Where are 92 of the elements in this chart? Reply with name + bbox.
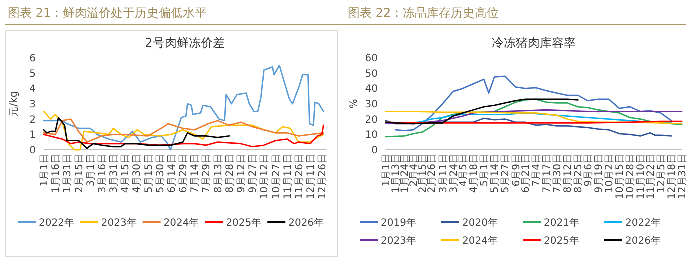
x-tick-label: 7月29日 xyxy=(202,154,213,194)
x-tick-label: 10月27日 xyxy=(271,154,282,200)
x-tick-label: 6月14日 xyxy=(166,154,178,194)
x-tick-label: 10月12日 xyxy=(260,154,271,200)
x-tick-label: 9月19日 xyxy=(594,154,605,194)
chart-title: 图表 21：鲜肉溢价处于历史偏低水平 xyxy=(8,6,208,20)
x-tick-label: 8月28日 xyxy=(224,154,236,194)
x-tick-label: 11月26日 xyxy=(294,154,306,200)
legend-label: 2026年 xyxy=(626,235,661,247)
x-tick-label: 5月1日 xyxy=(480,154,491,187)
x-tick-label: 9月27日 xyxy=(248,154,260,194)
legend-label: 2022年 xyxy=(626,217,661,229)
x-tick-label: 6月21日 xyxy=(520,154,532,194)
y-tick-label: 50 xyxy=(365,68,378,80)
x-tick-label: 12月31日 xyxy=(678,154,688,200)
x-tick-label: 4月5日 xyxy=(458,154,470,187)
x-tick-label: 3月31日 xyxy=(109,154,120,194)
legend-label: 2025年 xyxy=(544,235,580,247)
x-tick-label: 3月1日 xyxy=(86,154,97,187)
legend-label: 2026年 xyxy=(288,217,324,229)
legend-label: 2024年 xyxy=(462,235,498,247)
x-tick-label: 5月15日 xyxy=(144,154,155,194)
line-series xyxy=(43,118,324,144)
x-tick-label: 12月11日 xyxy=(306,154,318,200)
x-tick-label: 12月5日 xyxy=(656,154,668,194)
x-tick-label: 6月9日 xyxy=(511,154,522,187)
y-tick-label: 10 xyxy=(365,130,378,142)
line-series xyxy=(395,76,672,132)
legend-label: 2021年 xyxy=(544,217,580,229)
y-tick-label: 6 xyxy=(30,54,36,64)
x-tick-label: 3月11日 xyxy=(438,154,450,194)
x-tick-label: 7月4日 xyxy=(532,154,543,187)
x-tick-label: 11月11日 xyxy=(282,154,294,200)
x-tick-label: 2月26日 xyxy=(426,154,438,194)
chart-title: 图表 22：冻品库存历史高位 xyxy=(348,6,500,20)
x-tick-label: 4月18日 xyxy=(469,154,480,194)
x-tick-label: 2月15日 xyxy=(74,154,86,194)
x-tick-label: 8月25日 xyxy=(574,154,585,194)
chart-subtitle: 2号肉鲜冻价差 xyxy=(145,36,225,50)
y-axis-title: % xyxy=(349,99,360,109)
x-tick-label: 1月1日 xyxy=(40,154,50,187)
x-tick-label: 7月14日 xyxy=(190,154,202,194)
y-tick-label: 1 xyxy=(30,130,36,142)
x-tick-label: 10月2日 xyxy=(604,154,616,194)
y-tick-label: 40 xyxy=(365,84,378,96)
x-tick-label: 1月16日 xyxy=(51,154,62,194)
x-tick-label: 1月31日 xyxy=(62,154,74,194)
x-tick-label: 5月27日 xyxy=(500,154,512,194)
x-tick-label: 12月26日 xyxy=(318,154,329,200)
x-tick-label: 9月6日 xyxy=(583,154,594,187)
chart-subtitle: 冷冻猪肉库容率 xyxy=(492,36,576,50)
y-tick-label: 20 xyxy=(365,114,378,126)
x-tick-label: 6月29日 xyxy=(178,154,190,194)
y-tick-label: 30 xyxy=(365,100,378,110)
line-series xyxy=(43,124,324,148)
y-axis-title: 元/kg xyxy=(9,91,20,117)
legend-label: 2025年 xyxy=(226,217,262,229)
x-tick-label: 4月15日 xyxy=(120,154,132,194)
y-tick-label: 4 xyxy=(30,84,36,96)
x-tick-label: 12月18日 xyxy=(666,154,678,200)
x-tick-label: 11月22日 xyxy=(646,154,657,200)
line-series xyxy=(43,110,324,151)
x-tick-label: 2月15日 xyxy=(418,154,429,194)
x-tick-label: 11月10日 xyxy=(636,154,648,200)
legend-label: 2024年 xyxy=(164,217,200,229)
y-tick-label: 2 xyxy=(30,114,36,126)
x-tick-label: 10月28日 xyxy=(626,154,637,200)
legend-label: 2020年 xyxy=(462,217,498,229)
x-tick-label: 8月12日 xyxy=(563,154,574,194)
y-tick-label: 3 xyxy=(30,100,36,110)
legend-label: 2023年 xyxy=(101,217,137,229)
x-tick-label: 4月30日 xyxy=(132,154,144,194)
x-tick-label: 9月12日 xyxy=(236,154,248,194)
x-tick-label: 1月1日 xyxy=(382,154,392,187)
x-tick-label: 5月30日 xyxy=(155,154,166,194)
legend-label: 2023年 xyxy=(381,235,416,247)
y-tick-label: 0 xyxy=(30,146,36,156)
x-tick-label: 10月15日 xyxy=(615,154,626,200)
x-tick-label: 5月14日 xyxy=(490,154,502,194)
x-tick-label: 3月24日 xyxy=(448,154,460,194)
line-series xyxy=(43,117,230,150)
x-tick-label: 3月16日 xyxy=(97,154,108,194)
y-tick-label: 0 xyxy=(372,146,378,156)
y-tick-label: 5 xyxy=(30,68,36,80)
x-tick-label: 7月17日 xyxy=(542,154,554,194)
y-tick-label: 60 xyxy=(365,54,378,64)
x-tick-label: 8月13日 xyxy=(213,154,224,194)
line-series xyxy=(385,98,579,125)
legend-label: 2022年 xyxy=(39,217,74,229)
x-tick-label: 7月30日 xyxy=(552,154,564,194)
line-series xyxy=(43,64,324,151)
legend-label: 2019年 xyxy=(381,217,416,229)
